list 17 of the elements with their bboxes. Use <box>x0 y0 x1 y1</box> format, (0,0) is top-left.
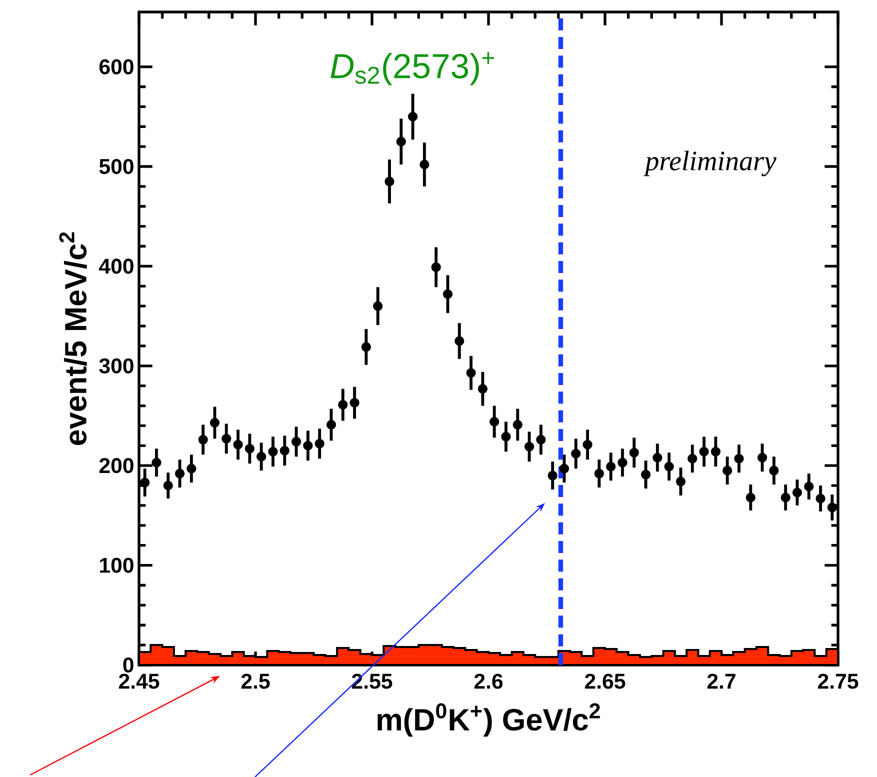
annotation: D$_{s2}$(2573)$^{+}$ <box>330 52 494 86</box>
x-tick-label: 2.6 <box>474 674 503 689</box>
y-tick-label: 100 <box>100 558 134 573</box>
y-axis-title: event/5 MeV/c$^{2}$ <box>59 232 87 446</box>
x-tick-label: 2.45 <box>118 674 160 689</box>
annotation: preliminary <box>644 150 776 176</box>
x-tick-label: 2.75 <box>818 674 858 689</box>
y-tick-label: 200 <box>99 458 134 474</box>
y-tick-label: 400 <box>99 258 134 274</box>
y-tick-label: 600 <box>99 59 134 74</box>
x-tick-label: 2.7 <box>707 674 736 689</box>
x-tick-label: 2.65 <box>584 674 626 689</box>
x-axis-title: m(D$^{0}$K$^{+}$) GeV/c$^{2}$ <box>378 703 600 737</box>
y-tick-label: 300 <box>99 358 134 374</box>
y-tick-label: 500 <box>99 158 134 174</box>
y-tick-label: 0 <box>123 657 134 673</box>
x-tick-label: 2.5 <box>241 674 270 689</box>
